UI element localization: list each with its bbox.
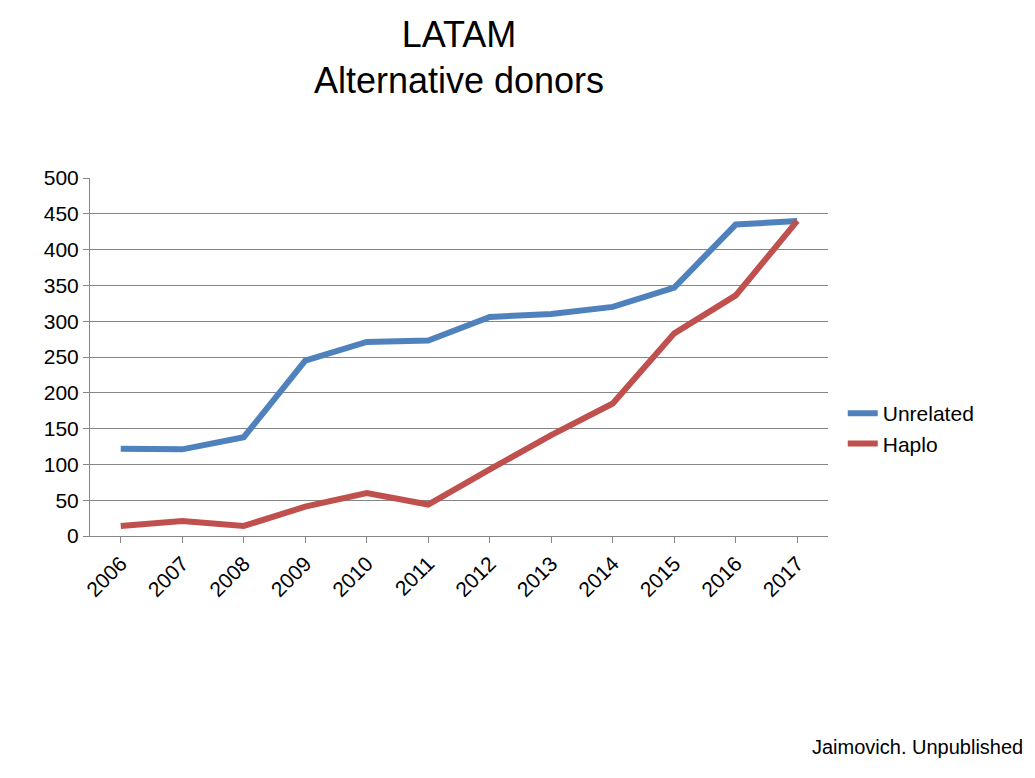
svg-text:2009: 2009	[266, 552, 315, 601]
svg-text:2016: 2016	[697, 552, 746, 601]
svg-text:400: 400	[44, 238, 79, 261]
svg-text:LATAMAlternative donors: LATAMAlternative donors	[314, 14, 604, 102]
svg-text:2006: 2006	[82, 552, 131, 601]
svg-text:100: 100	[44, 453, 79, 476]
svg-text:Jaimovich. Unpublished: Jaimovich. Unpublished	[812, 736, 1023, 758]
svg-text:250: 250	[44, 345, 79, 368]
svg-text:150: 150	[44, 417, 79, 440]
svg-text:300: 300	[44, 310, 79, 333]
svg-text:450: 450	[44, 202, 79, 225]
svg-text:200: 200	[44, 381, 79, 404]
svg-text:2017: 2017	[758, 552, 807, 601]
svg-text:0: 0	[67, 524, 79, 547]
svg-text:50: 50	[55, 489, 78, 512]
svg-text:2007: 2007	[143, 552, 192, 601]
svg-text:2013: 2013	[512, 552, 561, 601]
svg-text:2014: 2014	[574, 551, 624, 601]
svg-text:2010: 2010	[328, 552, 377, 601]
svg-text:2012: 2012	[451, 552, 500, 601]
svg-text:2008: 2008	[205, 552, 254, 601]
svg-text:2011: 2011	[390, 552, 438, 600]
svg-text:350: 350	[44, 274, 79, 297]
svg-text:2015: 2015	[635, 552, 684, 601]
svg-text:500: 500	[44, 166, 79, 189]
svg-text:Unrelated: Unrelated	[883, 402, 974, 425]
svg-text:Haplo: Haplo	[883, 433, 938, 456]
